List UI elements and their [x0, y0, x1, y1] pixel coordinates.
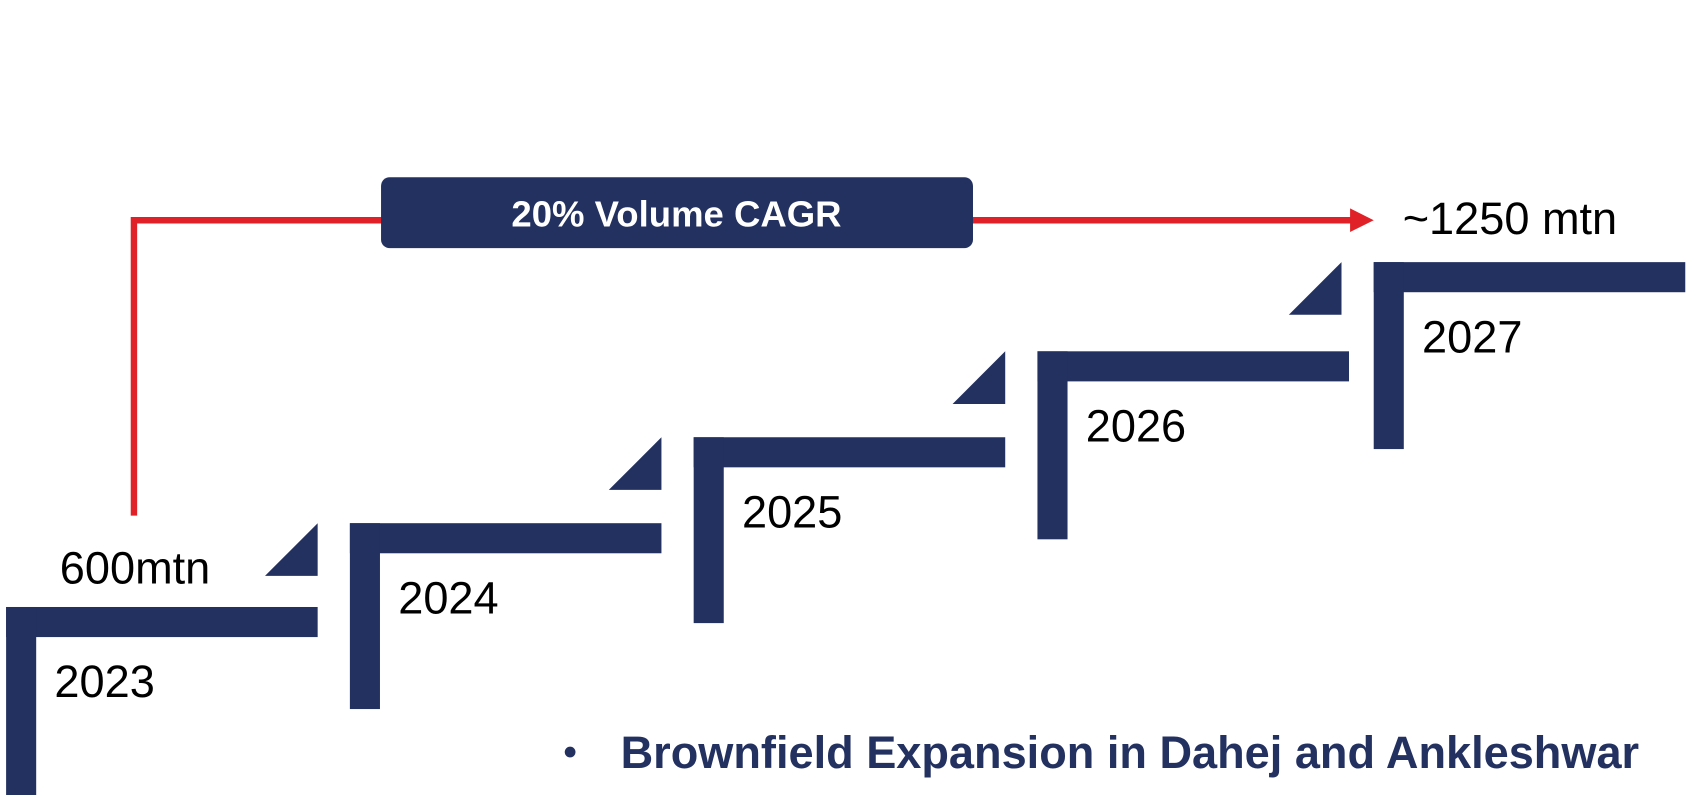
bullet-text: Brownfield Expansion in Dahej and Ankles… [621, 727, 1639, 778]
step-side [349, 523, 380, 710]
step-top [6, 606, 318, 638]
step-top [1037, 351, 1350, 382]
step-side [1037, 351, 1068, 540]
step-top [693, 437, 1006, 468]
step-side [1373, 262, 1404, 450]
step-top [349, 523, 662, 554]
year-label: 2025 [742, 486, 842, 537]
year-label: 2026 [1086, 401, 1186, 452]
step-side [6, 606, 37, 795]
step-triangle [1288, 262, 1342, 315]
end-volume: ~1250 mtn [1403, 193, 1617, 244]
year-label: 2024 [398, 572, 498, 623]
start-volume: 600mtn [60, 542, 210, 593]
step-top [1373, 262, 1686, 293]
year-label: 2027 [1422, 311, 1522, 362]
step-triangle [265, 523, 318, 576]
growth-label-box [381, 177, 973, 249]
step-side [693, 437, 724, 624]
year-label: 2023 [54, 656, 154, 707]
bullet-dot [564, 746, 576, 758]
growth-arrow-head [1350, 208, 1374, 233]
growth-label: 20% Volume CAGR [511, 194, 841, 235]
step-triangle [952, 351, 1006, 404]
step-triangle [608, 437, 662, 490]
